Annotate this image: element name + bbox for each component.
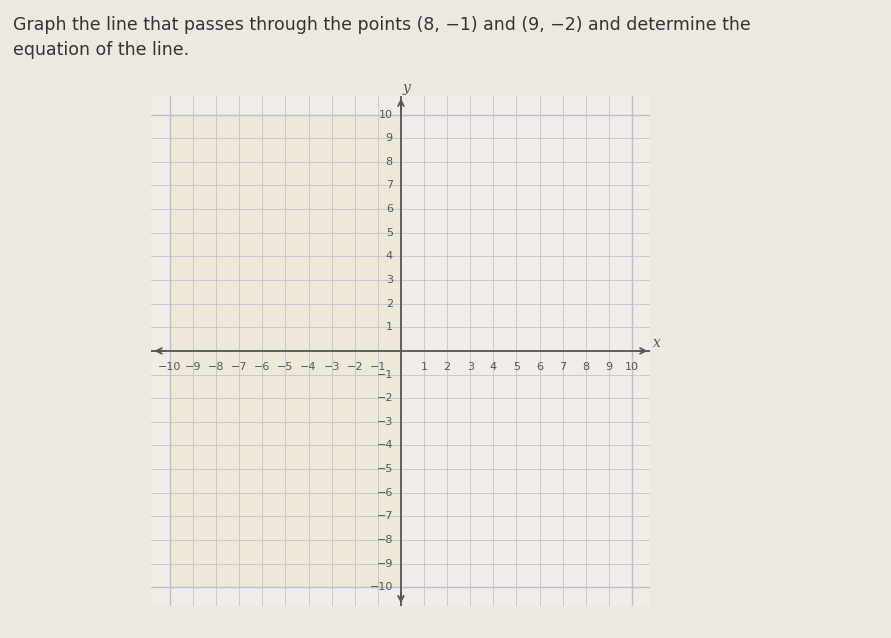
Text: −3: −3: [323, 362, 339, 371]
Text: −7: −7: [231, 362, 248, 371]
Text: −6: −6: [254, 362, 271, 371]
Text: −8: −8: [376, 535, 393, 545]
Text: Graph the line that passes through the points (8, −1) and (9, −2) and determine : Graph the line that passes through the p…: [13, 16, 751, 34]
Text: −7: −7: [376, 511, 393, 521]
Bar: [170, 115, 401, 587]
Text: 1: 1: [421, 362, 428, 371]
Text: 8: 8: [386, 157, 393, 167]
Text: −5: −5: [377, 464, 393, 474]
Text: −10: −10: [370, 582, 393, 592]
Text: 10: 10: [625, 362, 639, 371]
Text: 1: 1: [386, 322, 393, 332]
Text: −1: −1: [377, 369, 393, 380]
Text: −8: −8: [208, 362, 225, 371]
Text: 3: 3: [386, 275, 393, 285]
Text: equation of the line.: equation of the line.: [13, 41, 190, 59]
Text: −9: −9: [376, 558, 393, 568]
Text: −10: −10: [159, 362, 182, 371]
Text: 5: 5: [513, 362, 520, 371]
Text: 4: 4: [490, 362, 497, 371]
Text: −9: −9: [184, 362, 201, 371]
Text: −6: −6: [377, 487, 393, 498]
Text: −3: −3: [377, 417, 393, 427]
Text: −2: −2: [376, 393, 393, 403]
Text: −1: −1: [370, 362, 386, 371]
Text: 3: 3: [467, 362, 474, 371]
Text: −2: −2: [347, 362, 363, 371]
Text: 5: 5: [386, 228, 393, 238]
Text: 8: 8: [582, 362, 589, 371]
Text: −4: −4: [300, 362, 317, 371]
Text: 6: 6: [536, 362, 543, 371]
Text: 4: 4: [386, 251, 393, 262]
Text: 9: 9: [605, 362, 612, 371]
Text: 2: 2: [444, 362, 451, 371]
Text: y: y: [403, 80, 411, 94]
Text: −5: −5: [277, 362, 294, 371]
Text: −4: −4: [376, 440, 393, 450]
Text: 10: 10: [379, 110, 393, 119]
Text: 6: 6: [386, 204, 393, 214]
Text: 7: 7: [559, 362, 566, 371]
Text: 2: 2: [386, 299, 393, 309]
Text: x: x: [653, 336, 660, 350]
Text: 9: 9: [386, 133, 393, 144]
Text: 7: 7: [386, 181, 393, 191]
